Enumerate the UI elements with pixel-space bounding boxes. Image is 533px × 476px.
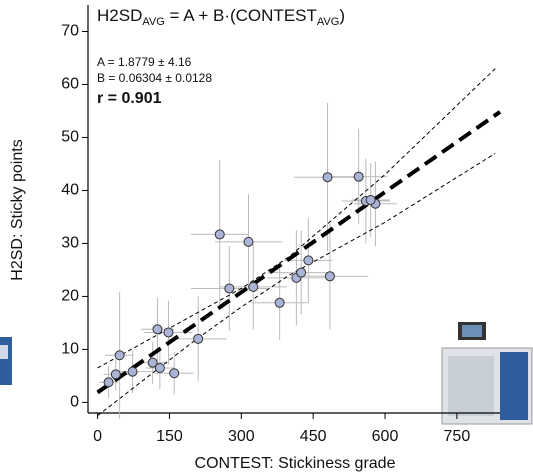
title-part: = A + B·(CONTEST [165, 6, 317, 25]
x-tick-label: 600 [372, 428, 399, 445]
instrument-left [0, 337, 12, 385]
data-point [274, 297, 285, 308]
data-point [322, 172, 333, 183]
data-point [169, 368, 180, 379]
y-tick-label: 10 [61, 341, 79, 358]
data-point [248, 281, 259, 292]
confidence-band [97, 152, 496, 417]
y-tick-label: 20 [61, 288, 79, 305]
annotation: A = 1.8779 ± 4.16 [97, 55, 192, 69]
x-tick-label: 300 [228, 428, 255, 445]
data-point [103, 377, 114, 388]
data-point [127, 366, 138, 377]
title-part: AVG [142, 16, 164, 28]
x-tick-label: 750 [444, 428, 471, 445]
annotation: B = 0.06304 ± 0.0128 [97, 71, 212, 85]
y-tick-label: 40 [61, 182, 79, 199]
data-point [243, 236, 254, 247]
confidence-band [97, 68, 496, 369]
data-point [296, 267, 307, 278]
x-axis-label: CONTEST: Stickiness grade [195, 455, 396, 472]
title-part: AVG [317, 16, 339, 28]
data-point [324, 271, 335, 282]
data-point [224, 283, 235, 294]
fit-line [96, 110, 502, 395]
data-point [147, 357, 158, 368]
title-part: H2SD [97, 6, 142, 25]
y-tick-label: 70 [61, 23, 79, 40]
data-point [163, 327, 174, 338]
annotation: r = 0.901 [97, 90, 162, 107]
data-point [214, 229, 225, 240]
x-tick-label: 0 [93, 428, 102, 445]
y-tick-label: 0 [70, 394, 79, 411]
data-point [114, 350, 125, 361]
data-point [154, 362, 165, 373]
y-axis-label: H2SD: Sticky points [9, 139, 26, 280]
instrument-right [441, 322, 533, 425]
data-point [110, 369, 121, 380]
data-point [193, 333, 204, 344]
data-point [303, 255, 314, 266]
y-tick-label: 50 [61, 129, 79, 146]
y-tick-label: 30 [61, 235, 79, 252]
chart-title: H2SDAVG = A + B·(CONTESTAVG) [97, 6, 345, 27]
data-point [353, 171, 364, 182]
title-part: ) [339, 6, 345, 25]
data-point [152, 324, 163, 335]
x-tick-label: 450 [300, 428, 327, 445]
y-tick-label: 60 [61, 76, 79, 93]
data-point [365, 194, 376, 205]
x-tick-label: 150 [156, 428, 183, 445]
